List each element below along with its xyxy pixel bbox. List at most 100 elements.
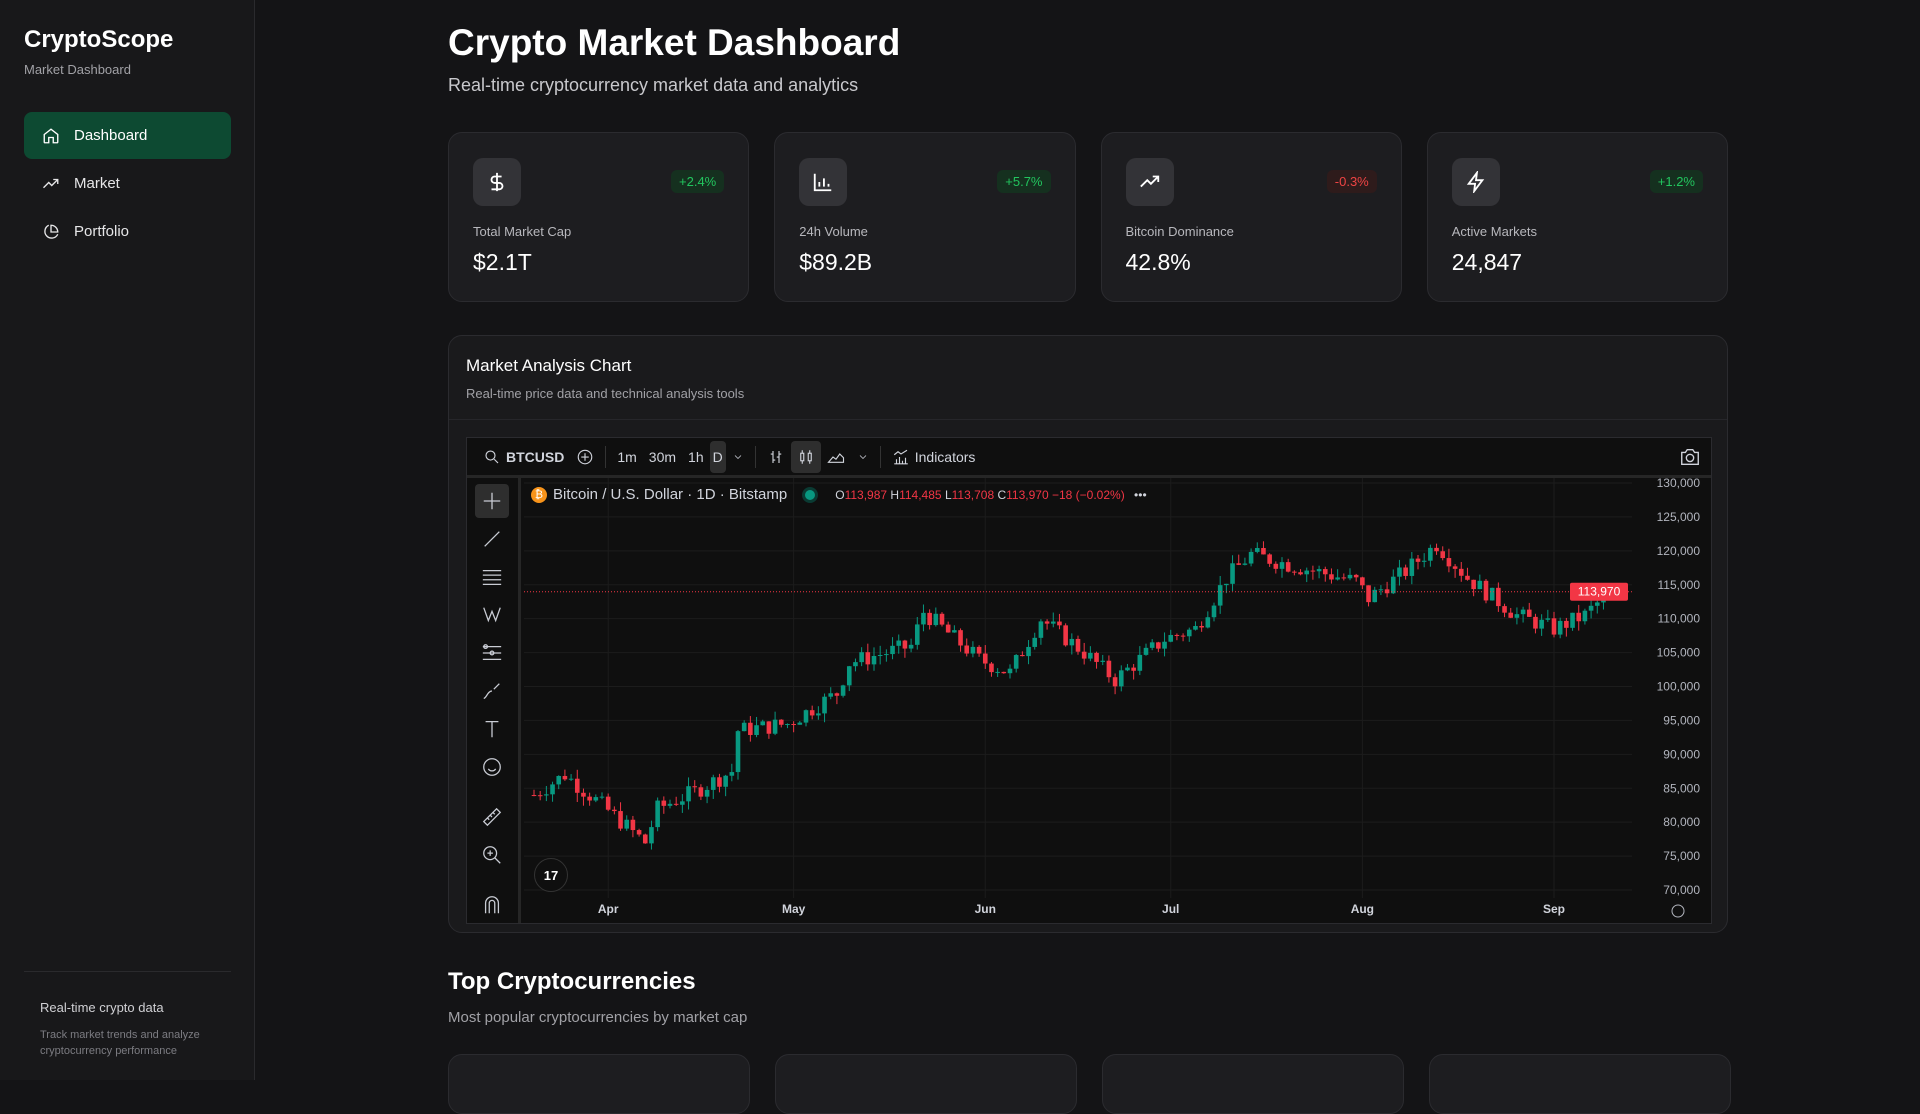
candle <box>1267 554 1272 564</box>
trendline-tool[interactable] <box>475 522 509 556</box>
trending-up-icon <box>1139 175 1159 188</box>
symbol-search-button[interactable]: BTCUSD <box>477 441 570 473</box>
candle <box>1353 574 1359 578</box>
candle <box>1341 577 1347 579</box>
sidebar-item-dashboard[interactable]: Dashboard <box>24 112 231 159</box>
symbol-title: Bitcoin / U.S. Dollar · 1D · Bitstamp <box>553 486 788 503</box>
candle <box>945 624 951 633</box>
price-tick-label: 75,000 <box>1663 849 1700 863</box>
zoom-in-icon <box>483 846 501 864</box>
candle <box>1088 652 1093 659</box>
text-tool[interactable] <box>475 712 509 746</box>
crypto-card[interactable] <box>1429 1054 1731 1114</box>
sidebar-item-label: Portfolio <box>74 223 130 240</box>
candle <box>1013 655 1019 669</box>
candle <box>927 612 932 626</box>
magnet-tool[interactable] <box>475 888 509 922</box>
chevron-down-icon <box>859 454 866 459</box>
candle <box>1545 618 1551 620</box>
page-title: Crypto Market Dashboard <box>448 22 901 63</box>
sidebar-nav: Dashboard Market Portfolio <box>24 112 231 256</box>
crosshair-tool[interactable] <box>475 484 509 518</box>
crypto-card[interactable] <box>775 1054 1077 1114</box>
candle <box>1242 563 1248 565</box>
candle <box>1094 652 1099 662</box>
price-chart[interactable]: 70,000 75,000 80,000 85,000 90,000 95,000 100,… <box>524 478 1710 923</box>
trendline-icon <box>484 531 500 547</box>
interval-30m[interactable]: 30m <box>648 448 677 465</box>
interval-1h[interactable]: 1h <box>688 448 704 465</box>
fib-tool[interactable] <box>475 560 509 594</box>
more-button[interactable]: ••• <box>1134 487 1147 502</box>
screenshot-button[interactable] <box>1673 441 1707 473</box>
stat-label: Active Markets <box>1451 224 1537 239</box>
candle <box>1594 602 1600 606</box>
candle <box>902 640 908 649</box>
candle <box>970 646 976 654</box>
change-badge: +5.7% <box>997 170 1051 193</box>
crypto-card[interactable] <box>448 1054 750 1114</box>
candle <box>1044 621 1050 624</box>
price-tick-label: 80,000 <box>1663 815 1700 829</box>
candle <box>766 721 772 734</box>
magnet-icon <box>484 896 500 914</box>
price-tick-label: 90,000 <box>1663 747 1700 761</box>
icon-tool[interactable] <box>475 750 509 784</box>
sidebar-item-market[interactable]: Market <box>24 160 231 207</box>
compare-button[interactable] <box>570 441 600 473</box>
candle <box>1261 548 1266 555</box>
prediction-tool[interactable] <box>475 636 509 670</box>
interval-dropdown[interactable] <box>726 441 750 473</box>
candle <box>933 613 939 626</box>
chart-type-dropdown[interactable] <box>851 441 875 473</box>
candle <box>1001 671 1007 674</box>
stat-label: Total Market Cap <box>473 224 572 239</box>
pattern-tool[interactable] <box>475 598 509 632</box>
dollar-icon <box>490 172 504 192</box>
sidebar-item-label: Market <box>74 175 120 192</box>
candle <box>908 644 914 649</box>
candle <box>939 613 945 625</box>
crypto-card[interactable] <box>1102 1054 1404 1114</box>
stat-card-dominance: -0.3% Bitcoin Dominance 42.8% <box>1100 132 1402 302</box>
fib-retracement-icon <box>482 569 502 585</box>
pattern-icon <box>483 607 501 623</box>
price-tick-label: 120,000 <box>1657 544 1701 558</box>
candle <box>1366 585 1371 603</box>
bitcoin-icon: ₿ <box>531 486 547 503</box>
candle <box>1007 668 1013 674</box>
candle <box>1075 638 1081 652</box>
interval-d[interactable]: D <box>709 440 726 473</box>
time-tick-label: Jun <box>975 902 996 916</box>
candle <box>1137 654 1143 671</box>
zoom-tool[interactable] <box>475 838 509 872</box>
candle <box>1440 551 1446 559</box>
indicators-button[interactable]: Indicators <box>886 441 982 473</box>
candle <box>1489 587 1495 601</box>
candle <box>642 834 648 844</box>
price-tick-label: 100,000 <box>1657 680 1701 694</box>
bar-chart-icon <box>814 173 832 192</box>
candle <box>1304 570 1310 575</box>
area-style-button[interactable] <box>821 441 851 473</box>
search-icon <box>485 449 499 463</box>
candles-style-button[interactable] <box>790 440 821 473</box>
time-tick-label: Aug <box>1351 902 1374 916</box>
candle <box>1428 547 1433 561</box>
bars-style-button[interactable] <box>761 441 791 473</box>
tradingview-logo[interactable]: 17 <box>534 858 568 892</box>
time-tick-label: May <box>782 902 806 916</box>
candle <box>587 796 592 801</box>
measure-tool[interactable] <box>475 800 509 834</box>
brush-tool[interactable] <box>475 674 509 708</box>
tradingview-widget[interactable]: BTCUSD 1m 30m 1h D Indicators <box>466 437 1712 924</box>
interval-1m[interactable]: 1m <box>617 448 637 465</box>
candle <box>593 797 599 801</box>
sidebar-item-portfolio[interactable]: Portfolio <box>24 208 231 255</box>
candle <box>760 721 766 726</box>
candle <box>556 775 562 785</box>
candle <box>1477 580 1483 590</box>
ruler-icon <box>482 807 502 827</box>
candle <box>995 671 1000 673</box>
time-tick-label: Sep <box>1543 902 1565 916</box>
